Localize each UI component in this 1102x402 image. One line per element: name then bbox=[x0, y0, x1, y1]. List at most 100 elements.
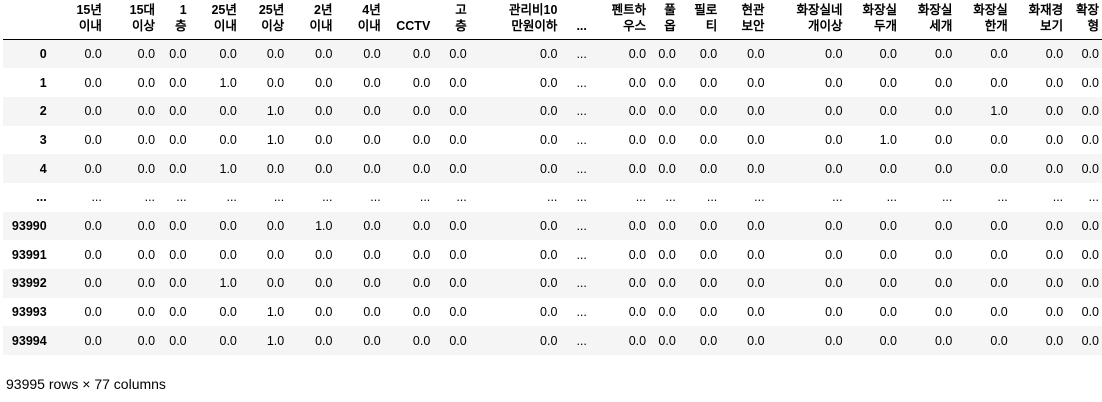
table-row: 3 0.0 0.0 0.0 0.0 1.0 0.0 0.0 0.0 0.0 0.0... 0.0 0.0… bbox=[3, 125, 1102, 155]
row-index: 4 bbox=[39, 161, 47, 176]
table-cell: 0.0 bbox=[266, 218, 285, 233]
column-header: 25년 이내 bbox=[189, 0, 240, 40]
table-cell: 0.0 bbox=[84, 305, 102, 320]
table-cell: 0.0 bbox=[137, 305, 156, 320]
row-index: 93992 bbox=[11, 276, 47, 291]
table-cell: 0.0 bbox=[169, 305, 187, 320]
table-cell: 0.0 bbox=[879, 276, 897, 291]
table-cell: 0.0 bbox=[137, 161, 156, 176]
table-cell: 0.0 bbox=[879, 161, 897, 176]
table-cell: 0.0 bbox=[363, 161, 381, 176]
table-cell: 0.0 bbox=[747, 75, 765, 90]
table-cell: 0.0 bbox=[412, 132, 431, 147]
table-cell: 0.0 bbox=[1081, 247, 1099, 262]
table-cell: 0.0 bbox=[699, 75, 718, 90]
table-cell: ... bbox=[635, 190, 647, 205]
row-index: 93993 bbox=[11, 305, 47, 320]
table-cell: 0.0 bbox=[628, 276, 647, 291]
table-cell: 0.0 bbox=[934, 161, 953, 176]
table-cell: 1.0 bbox=[266, 305, 285, 320]
table-row: 93991 0.0 0.0 0.0 0.0 0.0 0.0 0.0 0.0 0.0 0.0... 0.… bbox=[3, 240, 1102, 269]
column-header: 화장실네 개이상 bbox=[767, 0, 846, 40]
table-row: 1 0.0 0.0 0.0 1.0 0.0 0.0 0.0 0.0 0.0 0.0... 0.0 0.0… bbox=[3, 68, 1102, 97]
table-cell: 0.0 bbox=[658, 333, 676, 348]
column-header: 화장실 한개 bbox=[955, 0, 1011, 40]
table-cell: 0.0 bbox=[169, 218, 187, 233]
table-cell: ... bbox=[456, 190, 467, 205]
table-cell: 0.0 bbox=[628, 132, 647, 147]
table-cell: 0.0 bbox=[219, 305, 237, 320]
table-cell: 0.0 bbox=[540, 75, 558, 90]
table-cell: 0.0 bbox=[137, 333, 156, 348]
table-cell: ... bbox=[576, 46, 587, 61]
table-cell: ... bbox=[144, 190, 156, 205]
table-cell: 0.0 bbox=[1081, 218, 1099, 233]
table-cell: ... bbox=[1088, 190, 1099, 205]
table-cell: 1.0 bbox=[219, 161, 237, 176]
table-cell: 1.0 bbox=[879, 132, 897, 147]
table-cell: 0.0 bbox=[137, 46, 156, 61]
table-cell: 0.0 bbox=[1045, 104, 1064, 119]
table-cell: 0.0 bbox=[412, 247, 431, 262]
column-header: 확장 형 bbox=[1066, 0, 1102, 40]
table-cell: 0.0 bbox=[169, 247, 187, 262]
table-cell: 0.0 bbox=[412, 333, 431, 348]
table-cell: 0.0 bbox=[747, 333, 765, 348]
table-cell: ... bbox=[226, 190, 237, 205]
table-cell: 0.0 bbox=[825, 46, 843, 61]
table-cell: 0.0 bbox=[84, 218, 102, 233]
table-cell: ... bbox=[665, 190, 676, 205]
column-header: ... bbox=[560, 0, 590, 40]
table-cell: 0.0 bbox=[169, 104, 187, 119]
table-cell: 0.0 bbox=[1081, 276, 1099, 291]
table-cell: 0.0 bbox=[449, 132, 467, 147]
table-cell: 0.0 bbox=[363, 333, 381, 348]
table-cell: 0.0 bbox=[363, 104, 381, 119]
column-header: 고 층 bbox=[433, 0, 470, 40]
table-cell: ... bbox=[273, 190, 285, 205]
table-cell: 0.0 bbox=[219, 333, 237, 348]
table-cell: 0.0 bbox=[137, 132, 156, 147]
table-cell: 0.0 bbox=[540, 132, 558, 147]
table-cell: 0.0 bbox=[84, 276, 102, 291]
table-row: 4 0.0 0.0 0.0 1.0 0.0 0.0 0.0 0.0 0.0 0.0... 0.0 0.0… bbox=[3, 154, 1102, 183]
column-header: 15년 이내 bbox=[52, 0, 105, 40]
table-cell: ... bbox=[576, 333, 587, 348]
column-header: 필로 티 bbox=[678, 0, 721, 40]
column-header: 펜트하 우스 bbox=[589, 0, 650, 40]
table-cell: 0.0 bbox=[990, 276, 1008, 291]
column-header: 1 층 bbox=[158, 0, 190, 40]
table-cell: 1.0 bbox=[266, 104, 285, 119]
table-cell: 0.0 bbox=[266, 75, 285, 90]
table-cell: 0.0 bbox=[84, 247, 102, 262]
table-cell: 0.0 bbox=[699, 104, 718, 119]
table-cell: 0.0 bbox=[540, 276, 558, 291]
column-header: 풀 옵 bbox=[649, 0, 679, 40]
table-cell: 0.0 bbox=[363, 247, 381, 262]
table-cell: 0.0 bbox=[628, 218, 647, 233]
row-index: 2 bbox=[39, 104, 47, 119]
column-header: CCTV bbox=[383, 0, 434, 40]
table-cell: 0.0 bbox=[1045, 247, 1064, 262]
table-cell: ... bbox=[419, 190, 431, 205]
table-row: ........................................… bbox=[3, 182, 1102, 212]
table-cell: 0.0 bbox=[825, 75, 843, 90]
table-cell: 0.0 bbox=[412, 305, 431, 320]
table-cell: 0.0 bbox=[169, 161, 187, 176]
table-cell: 0.0 bbox=[84, 104, 102, 119]
table-cell: 0.0 bbox=[219, 46, 237, 61]
table-cell: 0.0 bbox=[84, 333, 102, 348]
table-cell: 0.0 bbox=[990, 132, 1008, 147]
column-header: 15대 이상 bbox=[104, 0, 159, 40]
table-cell: 0.0 bbox=[315, 276, 333, 291]
table-cell: 0.0 bbox=[363, 276, 381, 291]
table-cell: 0.0 bbox=[934, 104, 953, 119]
table-cell: 0.0 bbox=[1045, 46, 1064, 61]
table-cell: 0.0 bbox=[934, 218, 953, 233]
table-cell: 0.0 bbox=[412, 46, 431, 61]
table-cell: 0.0 bbox=[879, 333, 897, 348]
table-cell: 0.0 bbox=[363, 132, 381, 147]
table-cell: 0.0 bbox=[169, 75, 187, 90]
table-cell: ... bbox=[576, 247, 587, 262]
table-cell: 0.0 bbox=[412, 75, 431, 90]
